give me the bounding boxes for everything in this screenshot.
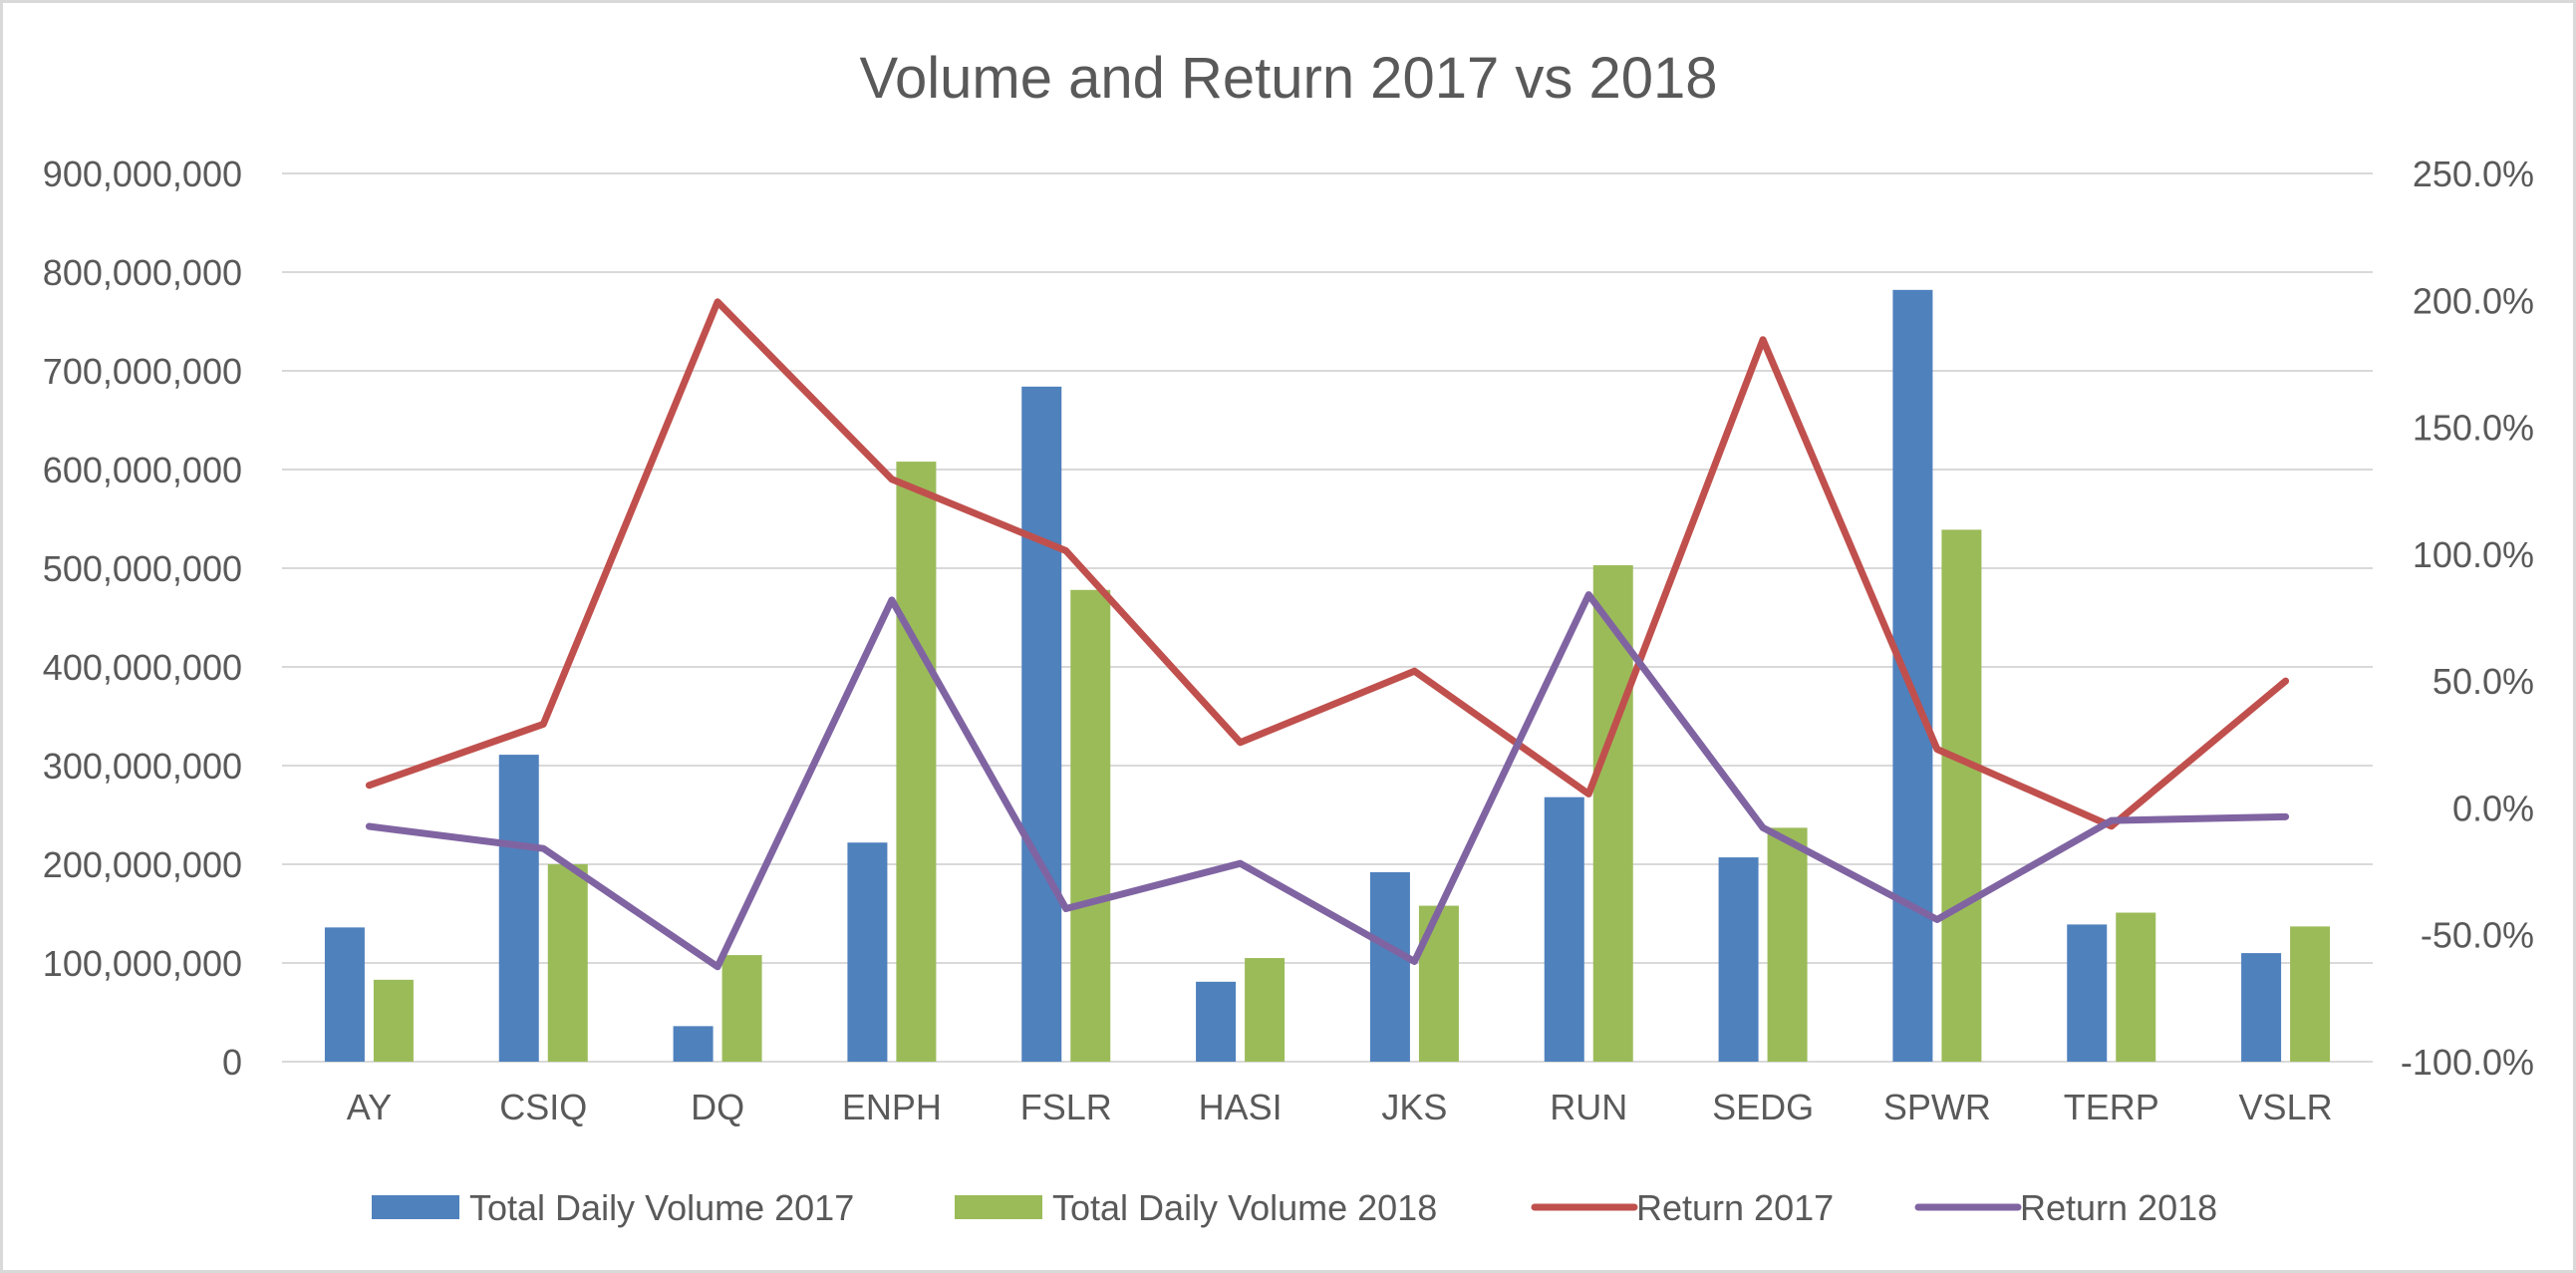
- x-tick-label: VSLR: [2239, 1087, 2333, 1127]
- bar-2018-fslr: [1070, 589, 1111, 1062]
- bar-2017-dq: [673, 1026, 714, 1062]
- x-tick-label: SEDG: [1712, 1087, 1814, 1127]
- y-left-tick-label: 800,000,000: [43, 252, 242, 293]
- bar-2018-dq: [721, 955, 762, 1062]
- y-left-tick-label: 400,000,000: [43, 647, 242, 688]
- bar-2017-sedg: [1718, 857, 1759, 1062]
- x-tick-label: JKS: [1381, 1087, 1447, 1127]
- bar-2017-csiq: [498, 755, 539, 1062]
- y-right-tick-label: 50.0%: [2433, 661, 2534, 702]
- x-tick-label: ENPH: [842, 1087, 942, 1127]
- x-tick-label: AY: [347, 1087, 392, 1127]
- bar-2018-hasi: [1245, 958, 1286, 1062]
- x-tick-label: TERP: [2064, 1087, 2159, 1127]
- y-left-tick-label: 500,000,000: [43, 548, 242, 589]
- legend-label: Total Daily Volume 2017: [469, 1187, 854, 1228]
- legend-item: Total Daily Volume 2018: [955, 1187, 1437, 1228]
- combo-chart: Volume and Return 2017 vs 2018 0 100,000,…: [43, 46, 2534, 1228]
- y-left-tick-label: 0: [222, 1042, 242, 1083]
- bar-2018-jks: [1418, 905, 1459, 1062]
- y-left-tick-label: 300,000,000: [43, 746, 242, 787]
- legend: Total Daily Volume 2017 Total Daily Volum…: [372, 1187, 2217, 1228]
- line-return-2018: [365, 591, 2290, 971]
- y-left-tick-label: 900,000,000: [43, 154, 242, 194]
- x-tick-label: FSLR: [1020, 1087, 1112, 1127]
- bar-2017-spwr: [1892, 289, 1933, 1062]
- y-right-tick-label: 0.0%: [2452, 788, 2534, 828]
- x-tick-label: DQ: [691, 1087, 744, 1127]
- bar-2018-sedg: [1767, 827, 1808, 1062]
- legend-swatch: [372, 1195, 459, 1219]
- bar-2018-run: [1592, 565, 1633, 1062]
- x-tick-label: RUN: [1550, 1087, 1627, 1127]
- chart-title: Volume and Return 2017 vs 2018: [860, 46, 1718, 111]
- gridlines: [282, 172, 2373, 1063]
- y-right-tick-label: 150.0%: [2413, 408, 2534, 449]
- bar-2017-vslr: [2241, 953, 2282, 1062]
- legend-item: Return 2018: [1914, 1187, 2217, 1228]
- lines-layer: [365, 298, 2290, 971]
- x-tick-label: CSIQ: [499, 1087, 587, 1127]
- y-right-tick-label: 250.0%: [2413, 154, 2534, 194]
- bar-2017-run: [1544, 796, 1584, 1062]
- y-left-tick-label: 200,000,000: [43, 844, 242, 885]
- legend-item: Total Daily Volume 2017: [372, 1187, 854, 1228]
- legend-label: Total Daily Volume 2018: [1052, 1187, 1437, 1228]
- y-left-tick-label: 600,000,000: [43, 450, 242, 490]
- y-right-tick-label: -100.0%: [2401, 1042, 2534, 1083]
- bar-2018-csiq: [547, 864, 588, 1062]
- y-left-tick-label: 100,000,000: [43, 943, 242, 984]
- bar-2017-terp: [2067, 924, 2108, 1062]
- bar-2018-spwr: [1941, 529, 1982, 1062]
- line-return-2017: [365, 298, 2290, 830]
- legend-item: Return 2017: [1531, 1187, 1834, 1228]
- x-tick-label: HASI: [1199, 1087, 1283, 1127]
- bar-2018-enph: [896, 462, 937, 1063]
- bar-2017-ay: [324, 927, 365, 1062]
- legend-swatch: [955, 1195, 1042, 1219]
- bar-2017-enph: [847, 842, 888, 1062]
- y-right-tick-label: 200.0%: [2413, 280, 2534, 321]
- axes: 0 100,000,000 200,000,000 300,000,000 400,00…: [43, 154, 2534, 1127]
- legend-label: Return 2017: [1636, 1187, 1834, 1228]
- bar-2018-vslr: [2290, 926, 2331, 1062]
- bar-2017-fslr: [1021, 386, 1062, 1063]
- bar-2017-hasi: [1196, 981, 1237, 1062]
- bar-2018-ay: [373, 979, 414, 1062]
- x-tick-label: SPWR: [1883, 1087, 1991, 1127]
- y-right-tick-label: 100.0%: [2413, 534, 2534, 575]
- y-left-tick-label: 700,000,000: [43, 351, 242, 392]
- legend-label: Return 2018: [2020, 1187, 2217, 1228]
- y-right-tick-label: -50.0%: [2421, 915, 2534, 956]
- bar-2017-jks: [1369, 871, 1410, 1062]
- bars-layer: [324, 289, 2331, 1063]
- bar-2018-terp: [2116, 912, 2156, 1062]
